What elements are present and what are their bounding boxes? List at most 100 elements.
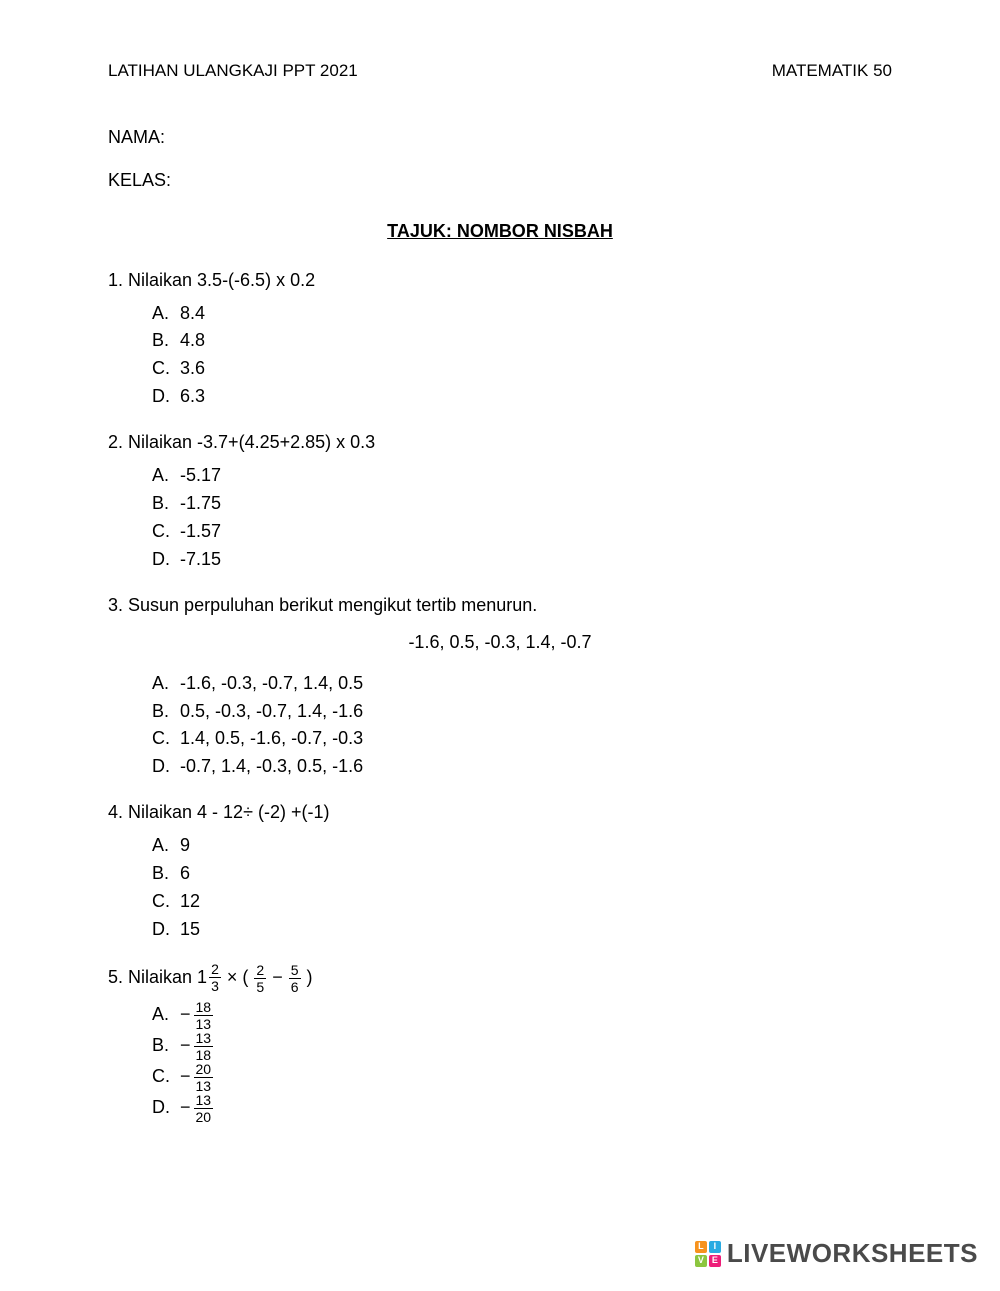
q5-prefix: 5. Nilaikan: [108, 967, 197, 987]
q1-option-a[interactable]: A.8.4: [152, 300, 892, 328]
question-5-options: A. − 18 13 B. − 13 18 C. − 20 13 D. − 13…: [108, 1000, 892, 1124]
question-4-options: A.9 B.6 C.12 D.15: [108, 832, 892, 944]
liveworksheets-watermark: L I V E LIVEWORKSHEETS: [695, 1234, 978, 1273]
option-letter: D.: [152, 546, 180, 574]
class-field-label: KELAS:: [108, 167, 892, 194]
fraction: 2 3: [209, 962, 221, 993]
option-text: -1.57: [180, 518, 221, 546]
option-text: 0.5, -0.3, -0.7, 1.4, -1.6: [180, 698, 363, 726]
q5-mid: × (: [227, 967, 249, 987]
q3-option-a[interactable]: A.-1.6, -0.3, -0.7, 1.4, 0.5: [152, 670, 892, 698]
option-letter: C.: [152, 518, 180, 546]
question-3-options: A.-1.6, -0.3, -0.7, 1.4, 0.5 B.0.5, -0.3…: [108, 670, 892, 782]
q2-option-b[interactable]: B.-1.75: [152, 490, 892, 518]
option-text: 1.4, 0.5, -1.6, -0.7, -0.3: [180, 725, 363, 753]
fraction: 13 20: [194, 1093, 214, 1124]
option-text: 12: [180, 888, 200, 916]
option-text: 6.3: [180, 383, 205, 411]
option-text: 8.4: [180, 300, 205, 328]
fraction: 5 6: [289, 963, 301, 994]
q2-option-c[interactable]: C.-1.57: [152, 518, 892, 546]
numerator: 2: [254, 963, 266, 979]
option-letter: D.: [152, 916, 180, 944]
option-text: 6: [180, 860, 190, 888]
q2-option-a[interactable]: A.-5.17: [152, 462, 892, 490]
q5-suffix: ): [307, 967, 313, 987]
q5-option-d[interactable]: D. − 13 20: [152, 1093, 892, 1124]
option-letter: B.: [152, 327, 180, 355]
header-right: MATEMATIK 50: [772, 58, 892, 84]
question-2: 2. Nilaikan -3.7+(4.25+2.85) x 0.3: [108, 429, 892, 456]
watermark-text: LIVEWORKSHEETS: [727, 1234, 978, 1273]
option-letter: C.: [152, 725, 180, 753]
option-text: -0.7, 1.4, -0.3, 0.5, -1.6: [180, 753, 363, 781]
logo-tile-i: I: [709, 1241, 721, 1253]
q3-option-c[interactable]: C.1.4, 0.5, -1.6, -0.7, -0.3: [152, 725, 892, 753]
option-text: -1.75: [180, 490, 221, 518]
mixed-whole: 1: [197, 964, 207, 991]
question-3: 3. Susun perpuluhan berikut mengikut ter…: [108, 592, 892, 619]
option-text: -7.15: [180, 546, 221, 574]
header-left: LATIHAN ULANGKAJI PPT 2021: [108, 58, 358, 84]
liveworksheets-logo-icon: L I V E: [695, 1241, 721, 1267]
option-letter: A.: [152, 1001, 180, 1029]
q5-mixed-fraction: 1 2 3: [197, 962, 222, 993]
q1-option-c[interactable]: C.3.6: [152, 355, 892, 383]
option-letter: D.: [152, 753, 180, 781]
option-text: -5.17: [180, 462, 221, 490]
numerator: 5: [289, 963, 301, 979]
fraction: 2 5: [254, 963, 266, 994]
fraction: 13 18: [194, 1031, 214, 1062]
option-letter: A.: [152, 300, 180, 328]
question-3-data: -1.6, 0.5, -0.3, 1.4, -0.7: [108, 629, 892, 656]
denominator: 18: [194, 1047, 214, 1062]
question-5: 5. Nilaikan 1 2 3 × ( 2 5 − 5 6 ): [108, 962, 892, 994]
numerator: 13: [194, 1031, 214, 1047]
option-letter: B.: [152, 860, 180, 888]
q3-option-b[interactable]: B.0.5, -0.3, -0.7, 1.4, -1.6: [152, 698, 892, 726]
option-text: 4.8: [180, 327, 205, 355]
q5-option-c[interactable]: C. − 20 13: [152, 1062, 892, 1093]
q4-option-b[interactable]: B.6: [152, 860, 892, 888]
numerator: 20: [194, 1062, 214, 1078]
q1-option-d[interactable]: D.6.3: [152, 383, 892, 411]
logo-tile-v: V: [695, 1255, 707, 1267]
option-text: 15: [180, 916, 200, 944]
q2-option-d[interactable]: D.-7.15: [152, 546, 892, 574]
option-letter: C.: [152, 355, 180, 383]
logo-tile-e: E: [709, 1255, 721, 1267]
denominator: 3: [209, 978, 221, 993]
option-letter: C.: [152, 1063, 180, 1091]
option-letter: B.: [152, 1032, 180, 1060]
worksheet-title: TAJUK: NOMBOR NISBAH: [108, 218, 892, 245]
denominator: 6: [289, 979, 301, 994]
name-field-label: NAMA:: [108, 124, 892, 151]
q4-option-d[interactable]: D.15: [152, 916, 892, 944]
option-letter: D.: [152, 1094, 180, 1122]
option-letter: C.: [152, 888, 180, 916]
q5-option-a[interactable]: A. − 18 13: [152, 1000, 892, 1031]
question-2-options: A.-5.17 B.-1.75 C.-1.57 D.-7.15: [108, 462, 892, 574]
question-4: 4. Nilaikan 4 - 12÷ (-2) +(-1): [108, 799, 892, 826]
q1-option-b[interactable]: B.4.8: [152, 327, 892, 355]
logo-tile-l: L: [695, 1241, 707, 1253]
q5-option-b[interactable]: B. − 13 18: [152, 1031, 892, 1062]
denominator: 5: [254, 979, 266, 994]
minus-icon: −: [180, 1032, 191, 1060]
q3-option-d[interactable]: D.-0.7, 1.4, -0.3, 0.5, -1.6: [152, 753, 892, 781]
option-letter: D.: [152, 383, 180, 411]
numerator: 18: [194, 1000, 214, 1016]
option-letter: A.: [152, 670, 180, 698]
fraction: 18 13: [194, 1000, 214, 1031]
page-header: LATIHAN ULANGKAJI PPT 2021 MATEMATIK 50: [108, 58, 892, 84]
minus-icon: −: [180, 1001, 191, 1029]
minus-icon: −: [180, 1094, 191, 1122]
option-letter: B.: [152, 698, 180, 726]
option-letter: B.: [152, 490, 180, 518]
fraction: 20 13: [194, 1062, 214, 1093]
q5-minus: −: [272, 967, 288, 987]
q4-option-c[interactable]: C.12: [152, 888, 892, 916]
q4-option-a[interactable]: A.9: [152, 832, 892, 860]
minus-icon: −: [180, 1063, 191, 1091]
option-text: 3.6: [180, 355, 205, 383]
